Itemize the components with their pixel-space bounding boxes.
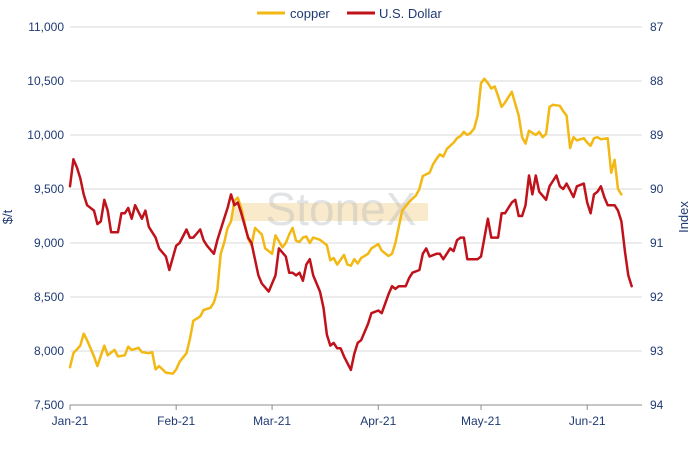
y-right-tick-label: 89: [650, 128, 664, 142]
y-left-tick-label: 8,500: [34, 290, 64, 304]
x-tick-label: Jun-21: [569, 414, 606, 428]
y-left-tick-label: 7,500: [34, 398, 64, 412]
y-right-tick-label: 91: [650, 236, 664, 250]
axes: 7,500 8,000 8,500 9,000 9,500 10,000 10,500 11,…: [27, 20, 663, 428]
watermark-layer: StoneX: [232, 183, 428, 235]
x-tick-label: Jan-21: [52, 414, 89, 428]
x-tick-label: Apr-21: [360, 414, 396, 428]
y-left-tick-label: 11,000: [28, 20, 64, 34]
y-right-tick-label: 93: [650, 344, 664, 358]
y-right-tick-label: 87: [650, 20, 664, 34]
legend-label-copper: copper: [290, 6, 330, 21]
y-left-tick-label: 10,000: [27, 128, 64, 142]
y-right-tick-label: 90: [650, 182, 664, 196]
y-axis-label-right: Index: [676, 201, 691, 233]
y-left-tick-label: 9,000: [34, 236, 64, 250]
legend: copper U.S. Dollar: [257, 6, 443, 21]
y-axis-label-left: $/t: [0, 209, 15, 224]
y-left-tick-label: 10,500: [27, 74, 64, 88]
y-right-tick-label: 94: [650, 398, 664, 412]
x-tick-label: Mar-21: [253, 414, 291, 428]
watermark-band: [232, 203, 428, 221]
gridlines: [70, 26, 642, 406]
x-tick-label: Feb-21: [157, 414, 195, 428]
y-right-tick-label: 92: [650, 290, 664, 304]
series-line-copper: [68, 77, 623, 375]
y-left-tick-label: 9,500: [34, 182, 64, 196]
watermark-text: StoneX: [266, 183, 417, 235]
y-left-tick-label: 8,000: [34, 344, 64, 358]
legend-label-usd: U.S. Dollar: [379, 6, 443, 21]
y-right-tick-label: 88: [650, 74, 664, 88]
series-line-usd: [68, 158, 633, 372]
series-layer: [68, 77, 633, 375]
x-tick-label: May-21: [461, 414, 501, 428]
